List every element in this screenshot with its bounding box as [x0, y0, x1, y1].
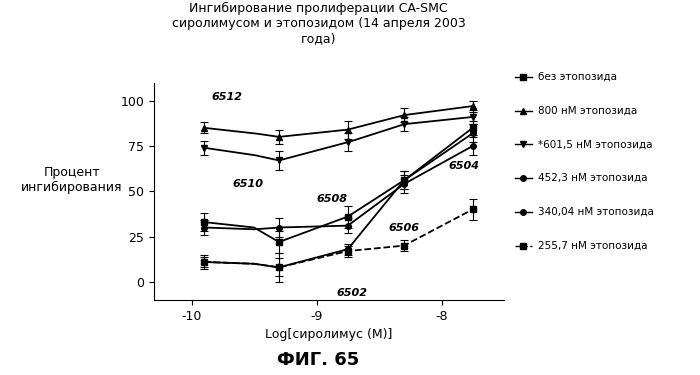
Text: Ингибирование пролиферации CA-SMC
сиролимусом и этопозидом (14 апреля 2003
года): Ингибирование пролиферации CA-SMC сироли… [172, 2, 466, 45]
Text: 6504: 6504 [449, 161, 480, 171]
Text: без этопозида: без этопозида [538, 72, 617, 82]
Text: 6510: 6510 [232, 180, 263, 189]
Text: *601,5 нМ этопозида: *601,5 нМ этопозида [538, 140, 652, 149]
X-axis label: Log[сиролимус (М)]: Log[сиролимус (М)] [265, 328, 393, 341]
Text: 340,04 нМ этопозида: 340,04 нМ этопозида [538, 207, 654, 217]
Text: 6508: 6508 [316, 194, 347, 204]
Text: Процент
ингибирования: Процент ингибирования [21, 166, 122, 194]
Text: 6512: 6512 [211, 93, 242, 102]
Text: ФИГ. 65: ФИГ. 65 [277, 351, 360, 369]
Text: 255,7 нМ этопозида: 255,7 нМ этопозида [538, 241, 647, 250]
Text: 800 нМ этопозида: 800 нМ этопозида [538, 106, 637, 116]
Text: 6506: 6506 [389, 223, 419, 233]
Text: 452,3 нМ этопозида: 452,3 нМ этопозида [538, 173, 647, 183]
Text: 6502: 6502 [336, 288, 367, 298]
